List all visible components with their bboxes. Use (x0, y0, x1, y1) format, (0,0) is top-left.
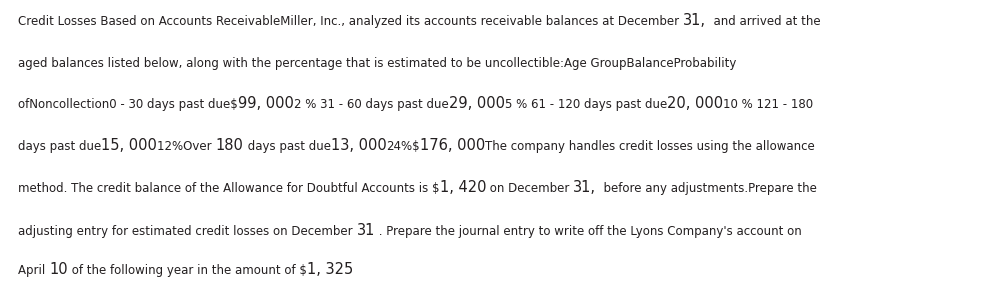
Text: 5 % 61 - 120 days past due: 5 % 61 - 120 days past due (505, 98, 666, 111)
Text: 24%$: 24%$ (386, 140, 420, 153)
Text: 13, 000: 13, 000 (331, 138, 386, 153)
Text: 180: 180 (216, 138, 244, 153)
Text: 176, 000: 176, 000 (420, 138, 485, 153)
Text: The company handles credit losses using the allowance: The company handles credit losses using … (485, 140, 814, 153)
Text: days past due: days past due (18, 140, 102, 153)
Text: method. The credit balance of the Allowance for Doubtful Accounts is $: method. The credit balance of the Allowa… (18, 182, 439, 196)
Text: before any adjustments.Prepare the: before any adjustments.Prepare the (597, 182, 817, 196)
Text: aged balances listed below, along with the percentage that is estimated to be un: aged balances listed below, along with t… (18, 57, 737, 71)
Text: 99, 000: 99, 000 (238, 96, 293, 111)
Text: April: April (18, 264, 49, 277)
Text: on December: on December (486, 182, 574, 196)
Text: 31: 31 (357, 223, 375, 238)
Text: 15, 000: 15, 000 (102, 138, 157, 153)
Text: 10: 10 (49, 262, 68, 277)
Text: . Prepare the journal entry to write off the Lyons Company's account on: . Prepare the journal entry to write off… (375, 225, 801, 238)
Text: Credit Losses Based on Accounts ReceivableMiller, Inc., analyzed its accounts re: Credit Losses Based on Accounts Receivab… (18, 15, 683, 28)
Text: 1, 325: 1, 325 (306, 262, 353, 277)
Text: and arrived at the: and arrived at the (706, 15, 821, 28)
Text: 1, 420: 1, 420 (439, 180, 486, 196)
Text: 10 % 121 - 180: 10 % 121 - 180 (723, 98, 813, 111)
Text: 2 % 31 - 60 days past due: 2 % 31 - 60 days past due (293, 98, 449, 111)
Text: of the following year in the amount of $: of the following year in the amount of $ (68, 264, 306, 277)
Text: ofNoncollection0 - 30 days past due$: ofNoncollection0 - 30 days past due$ (18, 98, 238, 111)
Text: adjusting entry for estimated credit losses on December: adjusting entry for estimated credit los… (18, 225, 357, 238)
Text: 20, 000: 20, 000 (666, 96, 723, 111)
Text: 29, 000: 29, 000 (449, 96, 505, 111)
Text: 12%Over: 12%Over (157, 140, 216, 153)
Text: days past due: days past due (244, 140, 331, 153)
Text: 31,: 31, (574, 180, 597, 196)
Text: 31,: 31, (683, 13, 706, 28)
